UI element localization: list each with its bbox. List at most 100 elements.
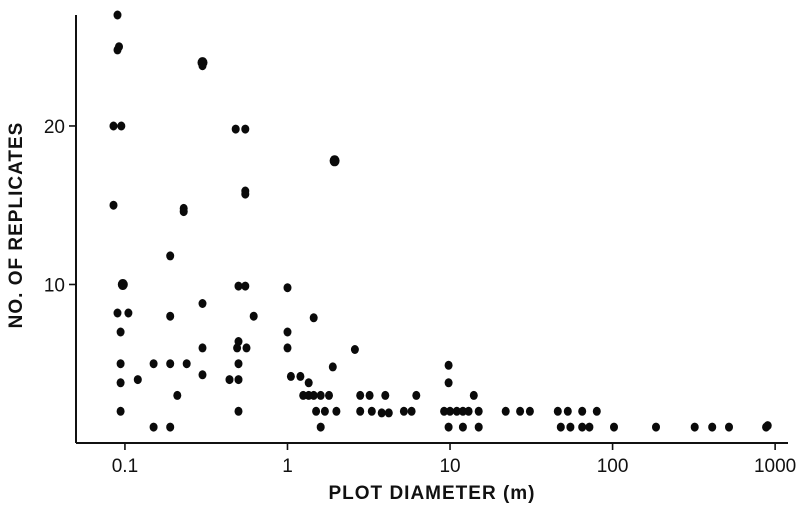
data-point: [225, 375, 234, 385]
data-point: [109, 200, 118, 210]
data-point: [690, 422, 699, 432]
data-point: [249, 311, 258, 321]
data-point: [117, 279, 128, 290]
data-point: [384, 408, 393, 418]
x-axis-title: PLOT DIAMETER (m): [329, 483, 536, 504]
data-point: [166, 311, 175, 321]
data-point: [198, 370, 207, 380]
data-point: [563, 406, 572, 416]
data-point: [149, 422, 158, 432]
y-tick-label: 20: [44, 117, 65, 138]
data-point: [296, 371, 305, 381]
data-point: [283, 327, 292, 337]
data-point: [234, 359, 243, 369]
data-point: [452, 406, 461, 416]
data-point: [198, 61, 207, 71]
data-point: [116, 406, 125, 416]
data-point: [242, 343, 251, 353]
data-point: [469, 390, 478, 400]
data-point: [241, 124, 250, 134]
data-point: [198, 343, 207, 353]
data-point: [328, 362, 337, 372]
data-point: [133, 375, 142, 385]
data-point: [446, 406, 454, 416]
data-point: [440, 406, 449, 416]
data-point: [592, 406, 601, 416]
data-point: [113, 45, 122, 55]
data-point: [234, 281, 243, 291]
data-point: [149, 359, 158, 369]
data-point: [116, 359, 125, 369]
data-point: [182, 359, 191, 369]
axes: [75, 15, 788, 444]
data-point: [444, 378, 453, 388]
data-point: [329, 155, 340, 167]
data-point: [109, 121, 118, 131]
data-point: [708, 422, 717, 432]
data-point: [553, 406, 562, 416]
data-point: [309, 313, 318, 323]
data-point: [566, 422, 575, 432]
data-point: [316, 422, 325, 432]
data-point: [117, 121, 126, 131]
x-tick-label: 0.1: [112, 456, 138, 477]
data-point: [399, 406, 408, 416]
data-point: [325, 390, 333, 400]
data-point: [179, 207, 188, 217]
data-point: [241, 281, 250, 291]
data-point: [198, 299, 207, 308]
data-point: [381, 390, 390, 400]
data-point: [610, 422, 618, 432]
data-point: [113, 308, 122, 318]
data-point: [501, 406, 510, 416]
data-point: [578, 422, 587, 432]
data-point: [299, 390, 308, 400]
data-point: [234, 375, 243, 385]
data-point: [444, 422, 453, 432]
data-point: [166, 251, 175, 261]
data-point: [725, 422, 733, 432]
data-point: [124, 308, 133, 318]
data-point: [320, 406, 329, 416]
data-point: [286, 371, 295, 381]
data-point: [283, 283, 292, 293]
y-ticks: 10 20: [44, 117, 76, 296]
data-point: [173, 390, 182, 400]
data-point: [525, 406, 534, 416]
data-point: [412, 390, 421, 400]
data-point: [407, 406, 416, 416]
data-point: [458, 406, 467, 416]
data-point: [316, 390, 325, 400]
data-point: [365, 390, 374, 400]
data-point: [166, 422, 175, 432]
y-tick-label: 10: [44, 275, 65, 296]
data-point: [350, 345, 359, 354]
x-tick-label: 10: [439, 456, 460, 477]
data-point: [312, 406, 321, 416]
data-point: [116, 378, 125, 388]
data-point: [233, 343, 242, 353]
data-point: [585, 422, 594, 432]
data-point: [283, 343, 292, 353]
data-point: [304, 378, 313, 388]
x-tick-label: 100: [597, 456, 629, 477]
data-point: [234, 406, 243, 416]
x-tick-label: 1: [282, 456, 293, 477]
data-point: [464, 406, 473, 416]
y-axis-title: NO. OF REPLICATES: [6, 122, 27, 329]
data-point: [516, 406, 525, 416]
data-point: [332, 406, 341, 416]
data-point: [474, 422, 483, 432]
data-point: [763, 421, 772, 431]
data-point: [367, 406, 376, 416]
data-point: [578, 406, 587, 416]
data-point: [458, 422, 467, 432]
data-point: [474, 406, 483, 416]
x-ticks: 0.1 1 10 100 1000: [112, 443, 796, 477]
data-point: [241, 189, 250, 199]
data-point: [309, 390, 318, 400]
data-point: [116, 327, 125, 337]
data-point: [556, 422, 565, 432]
x-tick-label: 1000: [754, 456, 796, 477]
